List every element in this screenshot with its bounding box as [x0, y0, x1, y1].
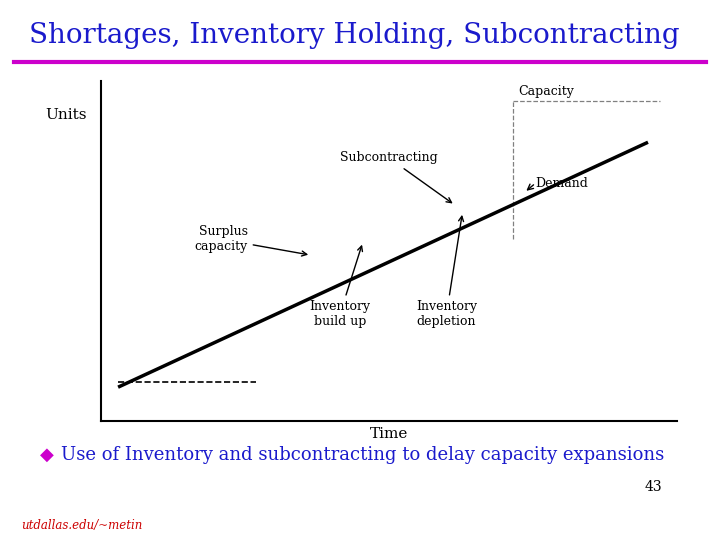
Text: Surplus
capacity: Surplus capacity [194, 225, 307, 256]
Text: Subcontracting: Subcontracting [340, 151, 451, 202]
Text: 43: 43 [645, 480, 662, 494]
Text: Capacity: Capacity [518, 85, 575, 98]
Text: Shortages, Inventory Holding, Subcontracting: Shortages, Inventory Holding, Subcontrac… [29, 22, 680, 49]
Text: ◆: ◆ [40, 446, 53, 463]
Y-axis label: Units: Units [45, 108, 87, 122]
Text: Demand: Demand [536, 177, 588, 190]
Text: utdallas.edu/~metin: utdallas.edu/~metin [22, 519, 143, 532]
X-axis label: Time: Time [369, 427, 408, 441]
Text: Inventory
depletion: Inventory depletion [416, 216, 477, 328]
Text: Inventory
build up: Inventory build up [310, 246, 370, 328]
Text: Use of Inventory and subcontracting to delay capacity expansions: Use of Inventory and subcontracting to d… [61, 446, 665, 463]
